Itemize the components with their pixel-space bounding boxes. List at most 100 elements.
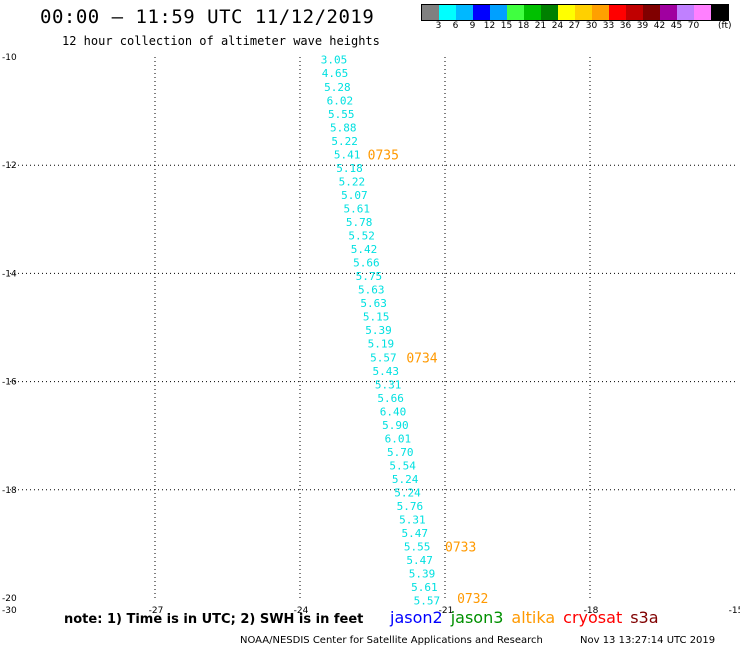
colorbar-swatch (524, 5, 541, 20)
colorbar-label: 45 (670, 21, 683, 31)
colorbar-swatch (541, 5, 558, 20)
colorbar-swatch (558, 5, 575, 20)
mission-legend: jason2 jason3 altika cryosat s3a (390, 608, 667, 627)
colorbar-swatch (456, 5, 473, 20)
swh-value-label: 5.78 (346, 216, 373, 229)
colorbar (421, 4, 729, 21)
swh-value-label: 5.57 (414, 595, 441, 608)
mission-jason2: jason2 (390, 608, 443, 627)
colorbar-swatch (575, 5, 592, 20)
swh-value-label: 6.01 (385, 432, 412, 445)
colorbar-label: 15 (500, 21, 513, 31)
x-tick-label: -24 (294, 606, 309, 616)
colorbar-swatch (711, 5, 728, 20)
colorbar-label: 3 (435, 21, 442, 31)
swh-value-label: 5.75 (356, 270, 383, 283)
swh-value-label: 5.63 (358, 284, 385, 297)
mission-cryosat: cryosat (563, 608, 623, 627)
colorbar-labels: 3 6 9 12 15 18 21 24 27 30 33 36 39 42 45 70 (421, 21, 702, 33)
time-label: 0734 (406, 351, 437, 366)
colorbar-units: (ft) (718, 21, 732, 31)
swh-value-label: 5.28 (324, 81, 351, 94)
chart-title: 00:00 – 11:59 UTC 11/12/2019 (40, 6, 375, 28)
swh-value-label: 5.47 (402, 527, 429, 540)
y-tick-label: -18 (2, 486, 17, 496)
y-tick-label: -14 (2, 269, 17, 279)
swh-value-label: 5.31 (399, 514, 426, 527)
swh-value-label: 5.47 (406, 554, 433, 567)
swh-value-label: 5.66 (353, 257, 380, 270)
colorbar-label: 30 (585, 21, 598, 31)
swh-value-label: 5.15 (363, 311, 390, 324)
colorbar-swatch (694, 5, 711, 20)
colorbar-label: 21 (534, 21, 547, 31)
swh-value-label: 5.19 (368, 338, 395, 351)
swh-value-label: 5.18 (336, 162, 363, 175)
swh-value-label: 5.43 (373, 365, 400, 378)
colorbar-swatch (626, 5, 643, 20)
time-label: 0733 (445, 541, 476, 556)
y-tick-label: -20 (2, 594, 17, 604)
swh-value-label: 5.39 (409, 568, 436, 581)
y-tick-label: -16 (2, 378, 17, 388)
swh-value-label: 5.31 (375, 378, 402, 391)
chart-subtitle: 12 hour collection of altimeter wave hei… (62, 34, 380, 48)
swh-value-label: 5.22 (339, 175, 366, 188)
colorbar-swatch (507, 5, 524, 20)
y-tick-label: -10 (2, 53, 17, 63)
swh-value-label: 5.61 (344, 202, 371, 215)
x-tick-label: -18 (584, 606, 599, 616)
swh-value-label: 5.52 (348, 230, 375, 243)
mission-s3a: s3a (630, 608, 659, 627)
swh-value-label: 5.90 (382, 419, 409, 432)
colorbar-label: 12 (483, 21, 496, 31)
swh-value-label: 5.63 (360, 297, 387, 310)
swh-value-label: 5.42 (351, 243, 378, 256)
swh-value-label: 5.24 (394, 487, 421, 500)
y-tick-label: -12 (2, 161, 17, 171)
swh-value-label: 5.41 (334, 148, 361, 161)
swh-value-label: 6.40 (380, 405, 407, 418)
generated-timestamp: Nov 13 13:27:14 UTC 2019 (580, 635, 716, 646)
colorbar-swatch (609, 5, 626, 20)
colorbar-swatch (439, 5, 456, 20)
colorbar-label: 70 (687, 21, 700, 31)
swh-value-label: 5.39 (365, 324, 392, 337)
swh-value-label: 4.65 (322, 67, 349, 80)
colorbar-label: 27 (568, 21, 581, 31)
swh-value-label: 5.55 (328, 108, 355, 121)
colorbar-label: 18 (517, 21, 530, 31)
x-tick-label: -30 (2, 606, 17, 616)
swh-value-label: 5.54 (389, 459, 416, 472)
swh-value-label: 5.70 (387, 446, 414, 459)
colorbar-swatch (422, 5, 439, 20)
colorbar-swatch (677, 5, 694, 20)
time-label: 0732 (457, 592, 488, 607)
time-label: 0735 (368, 148, 399, 163)
x-tick-label: -27 (149, 606, 164, 616)
colorbar-swatch (592, 5, 609, 20)
swh-value-label: 5.55 (404, 541, 431, 554)
mission-altika: altika (511, 608, 556, 627)
colorbar-swatch (473, 5, 490, 20)
colorbar-swatch (490, 5, 507, 20)
colorbar-swatch (643, 5, 660, 20)
swh-value-label: 5.61 (411, 581, 438, 594)
swh-value-label: 5.66 (377, 392, 404, 405)
colorbar-label: 36 (619, 21, 632, 31)
colorbar-swatch (660, 5, 677, 20)
x-tick-label: -21 (439, 606, 454, 616)
x-tick-label: -15 (729, 606, 740, 616)
swh-value-label: 5.24 (392, 473, 419, 486)
swh-value-label: 5.88 (330, 121, 357, 134)
swh-value-label: 3.05 (321, 54, 348, 67)
swh-value-label: 5.57 (370, 351, 397, 364)
swh-value-label: 5.22 (331, 135, 358, 148)
swh-value-label: 6.02 (327, 94, 354, 107)
colorbar-label: 6 (452, 21, 459, 31)
credit-text: NOAA/NESDIS Center for Satellite Applica… (240, 635, 543, 646)
mission-jason3: jason3 (450, 608, 504, 627)
swh-value-label: 5.07 (341, 189, 368, 202)
colorbar-label: 24 (551, 21, 564, 31)
